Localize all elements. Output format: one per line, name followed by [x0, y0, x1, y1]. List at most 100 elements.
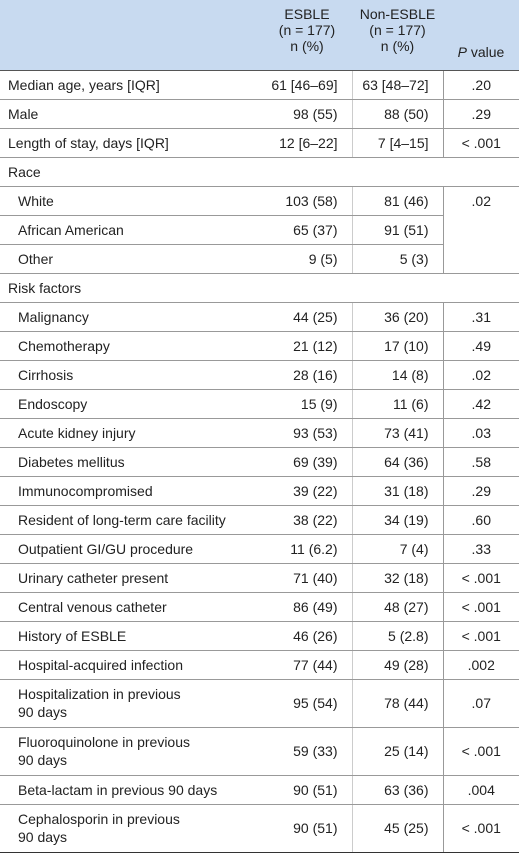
p-value-cell: .60	[442, 505, 519, 535]
cell-text: 34 (19)	[384, 511, 429, 528]
cell-text: 31 (18)	[384, 482, 429, 499]
cell-text: 61 [46–69]	[271, 76, 338, 93]
table-row: Urinary catheter present 71 (40) 32 (18) < …	[0, 563, 519, 593]
cell-text: < .001	[461, 743, 501, 759]
label-text: 90 days	[18, 704, 68, 720]
p-value-cell: .004	[442, 775, 519, 805]
non-esble-cell: 64 (36)	[351, 447, 443, 477]
label-text: Other	[18, 250, 54, 267]
esble-cell: 44 (25)	[262, 302, 352, 332]
esble-cell: 12 [6–22]	[262, 128, 352, 158]
p-value-cell: < .001	[442, 621, 519, 651]
row-label: Other	[0, 244, 262, 274]
row-label: African American	[0, 215, 262, 245]
label-text: Cephalosporin in previous	[18, 811, 180, 827]
non-esble-cell: 14 (8)	[351, 360, 443, 390]
p-value-cell: .49	[442, 331, 519, 361]
esble-cell: 46 (26)	[262, 621, 352, 651]
cell-text: 25 (14)	[384, 743, 429, 759]
p-value-cell: .20	[442, 70, 519, 100]
table-row: History of ESBLE 46 (26) 5 (2.8) < .001	[0, 621, 519, 651]
cell-text: .20	[471, 76, 491, 93]
cell-text: 63 [48–72]	[362, 76, 429, 93]
non-esble-cell: 45 (25)	[351, 804, 443, 853]
esble-cell: 90 (51)	[262, 775, 352, 805]
cell-text: 45 (25)	[384, 820, 429, 836]
row-label: Urinary catheter present	[0, 563, 262, 593]
label-text: Diabetes mellitus	[18, 453, 125, 470]
table-row: Beta-lactam in previous 90 days 90 (51) 63…	[0, 775, 519, 805]
cell-text: 69 (39)	[293, 453, 338, 470]
label-text: Outpatient GI/GU procedure	[18, 540, 194, 557]
non-esble-cell: 5 (2.8)	[351, 621, 443, 651]
p-word: value	[470, 43, 505, 60]
non-esble-cell: 17 (10)	[351, 331, 443, 361]
header-row: ESBLE (n = 177) n (%) Non-ESBLE (n = 177) n …	[0, 0, 519, 71]
table-row: Central venous catheter 86 (49) 48 (27) < .…	[0, 592, 519, 622]
cell-text: 36 (20)	[384, 308, 429, 325]
label-text: Immunocompromised	[18, 482, 153, 499]
non-esble-cell: 11 (6)	[351, 389, 443, 419]
row-label: Male	[0, 99, 262, 129]
p-value-cell: < .001	[442, 563, 519, 593]
row-label: Beta-lactam in previous 90 days	[0, 775, 262, 805]
cell-text: 7 [4–15]	[377, 134, 429, 151]
cell-text: 12 [6–22]	[279, 134, 338, 151]
cell-text: 59 (33)	[293, 743, 338, 759]
row-label: Hospital-acquired infection	[0, 650, 262, 680]
label-text: History of ESBLE	[18, 627, 127, 644]
p-value-cell: .42	[442, 389, 519, 419]
table-body: Median age, years [IQR] 61 [46–69] 63 [48–…	[0, 70, 519, 853]
table-row: Diabetes mellitus 69 (39) 64 (36) .58	[0, 447, 519, 477]
p-value-cell: < .001	[442, 128, 519, 158]
table-row: Chemotherapy 21 (12) 17 (10) .49	[0, 331, 519, 361]
cell-text: .29	[471, 482, 491, 499]
table-row: White 103 (58) 81 (46) .02	[0, 186, 519, 274]
non-esble-cell: 48 (27)	[351, 592, 443, 622]
p-value-cell: .29	[442, 476, 519, 506]
cell-text: < .001	[461, 598, 501, 615]
header-line: ESBLE	[284, 6, 330, 22]
non-esble-cell: 5 (3)	[351, 244, 443, 274]
label-text: Hospitalization in previous	[18, 686, 181, 702]
label-text: 90 days	[18, 829, 68, 845]
cell-text: .29	[471, 105, 491, 122]
p-value-cell: .33	[442, 534, 519, 564]
row-label: Cephalosporin in previous 90 days	[0, 804, 262, 853]
cell-text: < .001	[461, 627, 501, 644]
esble-cell: 86 (49)	[262, 592, 352, 622]
header-line: n (%)	[380, 38, 415, 54]
cell-text: .03	[471, 424, 491, 441]
esble-cell: 69 (39)	[262, 447, 352, 477]
table-row: Endoscopy 15 (9) 11 (6) .42	[0, 389, 519, 419]
row-label: White	[0, 186, 262, 216]
cell-text: 11 (6.2)	[290, 540, 338, 557]
cell-text: 49 (28)	[384, 656, 429, 673]
row-label: Length of stay, days [IQR]	[0, 128, 262, 158]
header-non-esble: Non-ESBLE (n = 177) n (%)	[352, 0, 443, 71]
section-row: Risk factors	[0, 273, 519, 303]
cell-text: .42	[471, 395, 491, 412]
table-row: Fluoroquinolone in previous 90 days 59 (33…	[0, 727, 519, 776]
table-row: Male 98 (55) 88 (50) .29	[0, 99, 519, 129]
cell-text: 5 (3)	[399, 250, 429, 267]
cell-text: .004	[467, 781, 495, 798]
cell-text: .02	[471, 366, 491, 383]
cell-text: 9 (5)	[308, 250, 338, 267]
p-value-cell: .31	[442, 302, 519, 332]
p-value-cell: < .001	[442, 727, 519, 776]
non-esble-cell: 63 (36)	[351, 775, 443, 805]
esble-cell: 21 (12)	[262, 331, 352, 361]
esble-cell: 90 (51)	[262, 804, 352, 853]
label-text: Chemotherapy	[18, 337, 110, 354]
p-value-cell: .02	[442, 360, 519, 390]
table-row: Malignancy 44 (25) 36 (20) .31	[0, 302, 519, 332]
header-line: (n = 177)	[369, 22, 426, 38]
table-row: African American 65 (37) 91 (51)	[0, 215, 519, 245]
row-label: Malignancy	[0, 302, 262, 332]
p-value-cell: .29	[442, 99, 519, 129]
table-row: Median age, years [IQR] 61 [46–69] 63 [48–…	[0, 70, 519, 100]
table-row: Other 9 (5) 5 (3)	[0, 244, 519, 274]
label-text: Race	[8, 163, 41, 180]
